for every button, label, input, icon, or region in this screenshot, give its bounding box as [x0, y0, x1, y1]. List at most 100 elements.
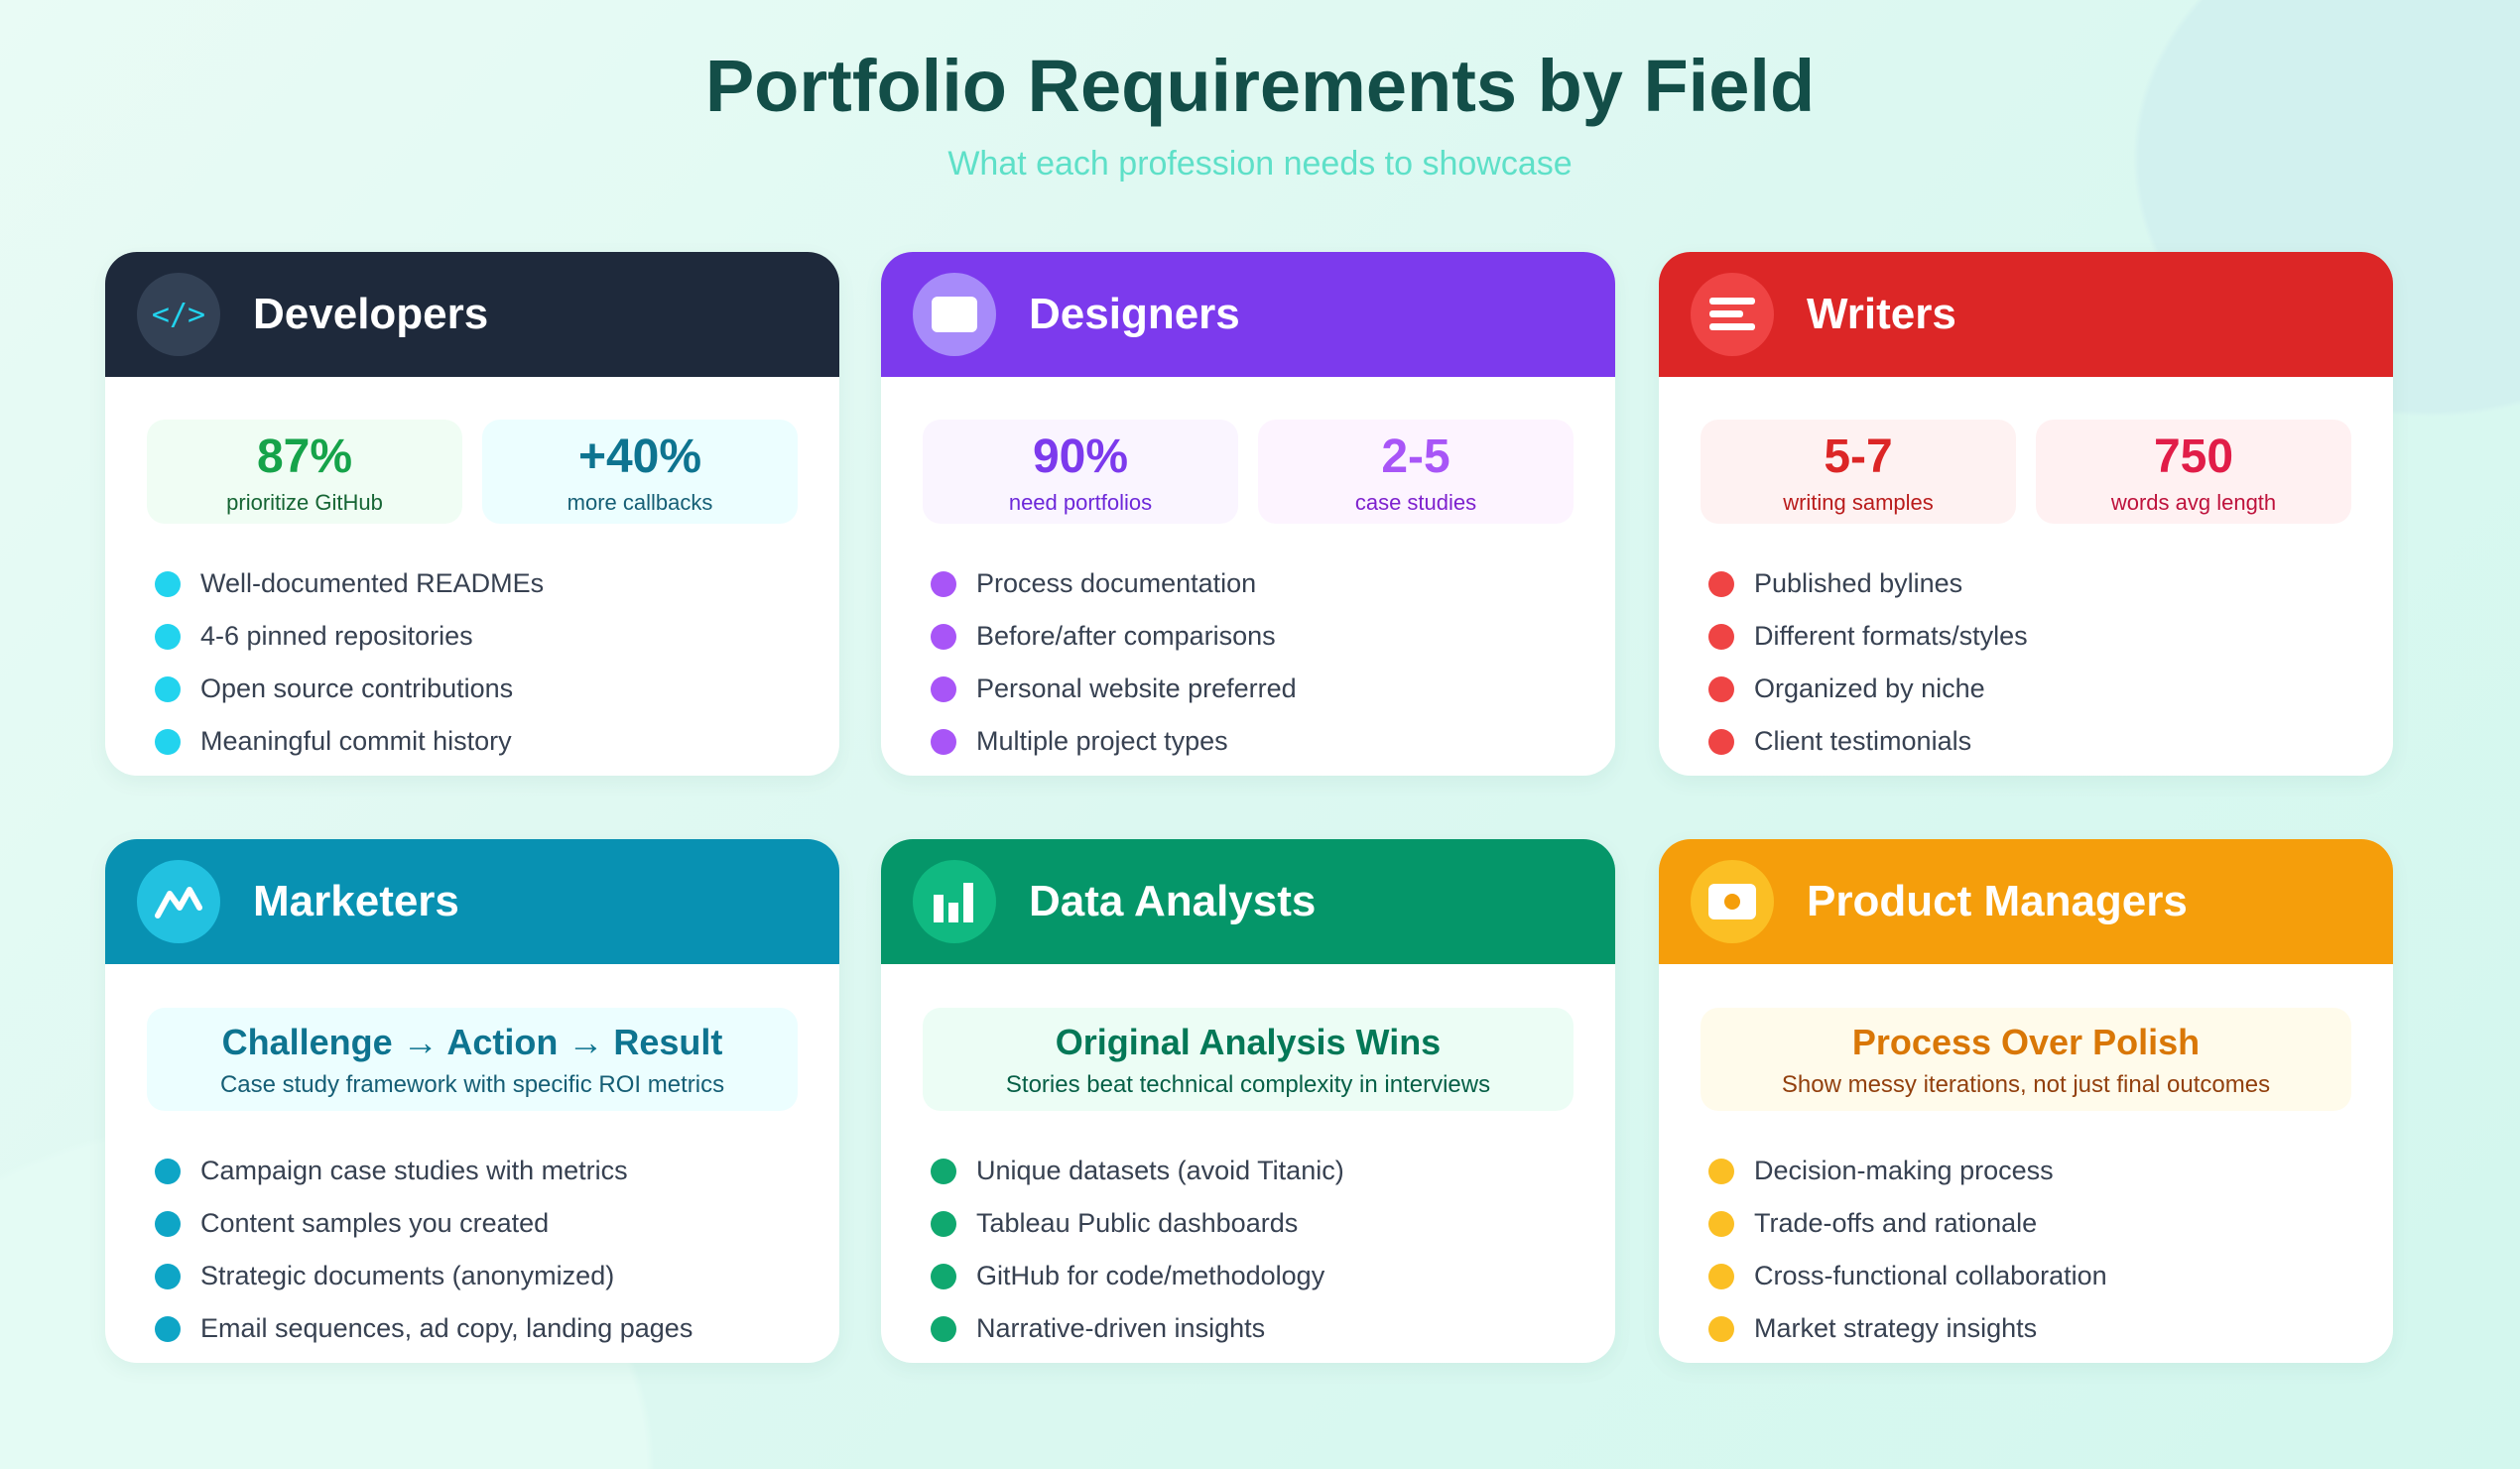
list-item-text: Well-documented READMEs [200, 568, 545, 598]
bullet-dot-icon [1708, 1210, 1734, 1237]
stat-value: 87% [256, 430, 353, 483]
list-item: Strategic documents (anonymized) [155, 1250, 693, 1302]
stat-value: 2-5 [1381, 430, 1450, 483]
list-item-text: Different formats/styles [1754, 621, 2028, 651]
highlight-title: Challenge → Action → Result [221, 1022, 723, 1062]
card-title: Data Analysts [1029, 877, 1317, 925]
bullet-dot-icon [931, 1210, 956, 1237]
list-item: Unique datasets (avoid Titanic) [931, 1145, 1344, 1197]
text-lines-icon [1691, 273, 1774, 356]
highlight-title: Process Over Polish [1851, 1022, 2201, 1062]
list-item-text: Personal website preferred [976, 673, 1297, 703]
list-item: GitHub for code/methodology [931, 1250, 1344, 1302]
list-item: Different formats/styles [1708, 610, 2028, 663]
stat-value: 5-7 [1824, 430, 1893, 483]
stats-row: 90% need portfolios 2-5 case studies [923, 420, 1574, 524]
bullet-dot-icon [1708, 1158, 1734, 1184]
highlight-text: Case study framework with specific ROI m… [219, 1071, 725, 1098]
list-item: Before/after comparisons [931, 610, 1297, 663]
list-item-text: Trade-offs and rationale [1754, 1208, 2038, 1238]
list-item-text: GitHub for code/methodology [976, 1261, 1325, 1290]
list-item-text: Before/after comparisons [976, 621, 1276, 651]
card-writers: Writers 5-7 writing samples 750 words avg le… [1659, 252, 2393, 776]
list-item-text: Email sequences, ad copy, landing pages [200, 1313, 693, 1343]
card-title: Developers [253, 290, 489, 338]
list-item-text: Cross-functional collaboration [1754, 1261, 2107, 1290]
list-item-text: Narrative-driven insights [976, 1313, 1266, 1343]
stat-box: +40% more callbacks [482, 420, 798, 524]
stats-row: 5-7 writing samples 750 words avg length [1701, 420, 2351, 524]
stat-label: more callbacks [567, 490, 713, 515]
list-item: Email sequences, ad copy, landing pages [155, 1302, 693, 1355]
list-item: Trade-offs and rationale [1708, 1197, 2107, 1250]
list-item: Client testimonials [1708, 715, 2028, 768]
camera-icon [1691, 860, 1774, 943]
list-item-text: Meaningful commit history [200, 726, 512, 756]
card-title: Writers [1807, 290, 1956, 338]
list-item-text: Market strategy insights [1754, 1313, 2038, 1343]
bullet-dot-icon [931, 623, 956, 650]
bullet-dot-icon [155, 1210, 181, 1237]
bar-chart-icon [913, 860, 996, 943]
stat-label: writing samples [1783, 490, 1934, 515]
stat-value: 90% [1032, 430, 1129, 483]
page-subtitle: What each profession needs to showcase [947, 145, 1573, 183]
list-item: Open source contributions [155, 663, 544, 715]
list-item: Meaningful commit history [155, 715, 544, 768]
list-item-text: Published bylines [1754, 568, 1963, 598]
card-developers: </> Developers 87% prioritize GitHub +40% mo… [105, 252, 839, 776]
list-item-text: Decision-making process [1754, 1156, 2054, 1185]
requirements-list: Well-documented READMEs 4-6 pinned reposi… [155, 557, 544, 768]
card-header: Product Managers [1659, 839, 2393, 964]
list-item: Published bylines [1708, 557, 2028, 610]
stat-label: need portfolios [1008, 490, 1153, 515]
stat-label: words avg length [2110, 490, 2277, 515]
list-item-text: Open source contributions [200, 673, 514, 703]
image-icon [913, 273, 996, 356]
card-header: </> Developers [105, 252, 839, 377]
list-item: Campaign case studies with metrics [155, 1145, 693, 1197]
list-item: Market strategy insights [1708, 1302, 2107, 1355]
list-item: Process documentation [931, 557, 1297, 610]
bullet-dot-icon [155, 570, 181, 597]
bullet-dot-icon [155, 623, 181, 650]
bullet-dot-icon [931, 1158, 956, 1184]
requirements-list: Decision-making process Trade-offs and ra… [1708, 1145, 2107, 1355]
bullet-dot-icon [1708, 1315, 1734, 1342]
list-item: Narrative-driven insights [931, 1302, 1344, 1355]
card-title: Product Managers [1807, 877, 2188, 925]
card-header: Designers [881, 252, 1615, 377]
page-title: Portfolio Requirements by Field [704, 45, 1816, 127]
card-title: Marketers [253, 877, 459, 925]
bullet-dot-icon [1708, 1263, 1734, 1289]
stat-box: 2-5 case studies [1258, 420, 1574, 524]
list-item: Organized by niche [1708, 663, 2028, 715]
list-item: 4-6 pinned repositories [155, 610, 544, 663]
list-item-text: Campaign case studies with metrics [200, 1156, 628, 1185]
bullet-dot-icon [155, 728, 181, 755]
bullet-dot-icon [155, 675, 181, 702]
requirements-list: Process documentation Before/after compar… [931, 557, 1297, 768]
code-icon: </> [137, 273, 220, 356]
list-item-text: Tableau Public dashboards [976, 1208, 1299, 1238]
stat-box: 750 words avg length [2036, 420, 2351, 524]
card-header: Marketers [105, 839, 839, 964]
list-item-text: Client testimonials [1754, 726, 1972, 756]
bullet-dot-icon [155, 1263, 181, 1289]
list-item-text: Organized by niche [1754, 673, 1985, 703]
list-item-text: 4-6 pinned repositories [200, 621, 473, 651]
card-data-analysts: Data Analysts Original Analysis Wins Stori… [881, 839, 1615, 1363]
bullet-dot-icon [931, 1263, 956, 1289]
list-item-text: Process documentation [976, 568, 1257, 598]
requirements-list: Published bylines Different formats/style… [1708, 557, 2028, 768]
list-item: Well-documented READMEs [155, 557, 544, 610]
trend-icon [137, 860, 220, 943]
highlight-box: Process Over Polish Show messy iterations… [1701, 1008, 2351, 1111]
bullet-dot-icon [1708, 728, 1734, 755]
stat-value: 750 [2153, 430, 2234, 483]
list-item: Cross-functional collaboration [1708, 1250, 2107, 1302]
bullet-dot-icon [1708, 675, 1734, 702]
bullet-dot-icon [931, 570, 956, 597]
list-item-text: Strategic documents (anonymized) [200, 1261, 615, 1290]
card-header: Writers [1659, 252, 2393, 377]
